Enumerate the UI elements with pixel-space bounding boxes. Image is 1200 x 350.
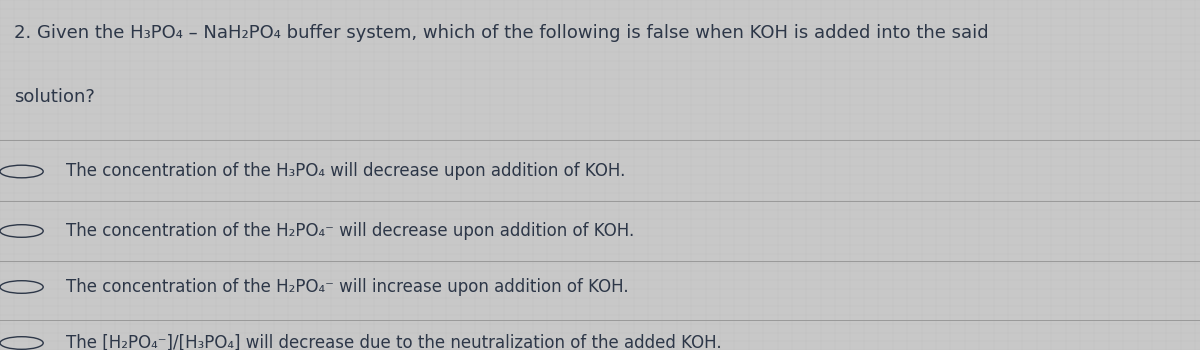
Text: solution?: solution? [14, 88, 95, 105]
Text: 2. Given the H₃PO₄ – NaH₂PO₄ buffer system, which of the following is false when: 2. Given the H₃PO₄ – NaH₂PO₄ buffer syst… [14, 25, 989, 42]
Text: The [H₂PO₄⁻]/[H₃PO₄] will decrease due to the neutralization of the added KOH.: The [H₂PO₄⁻]/[H₃PO₄] will decrease due t… [66, 334, 721, 350]
Text: The concentration of the H₂PO₄⁻ will increase upon addition of KOH.: The concentration of the H₂PO₄⁻ will inc… [66, 278, 629, 296]
Text: The concentration of the H₃PO₄ will decrease upon addition of KOH.: The concentration of the H₃PO₄ will decr… [66, 162, 625, 181]
Text: The concentration of the H₂PO₄⁻ will decrease upon addition of KOH.: The concentration of the H₂PO₄⁻ will dec… [66, 222, 635, 240]
